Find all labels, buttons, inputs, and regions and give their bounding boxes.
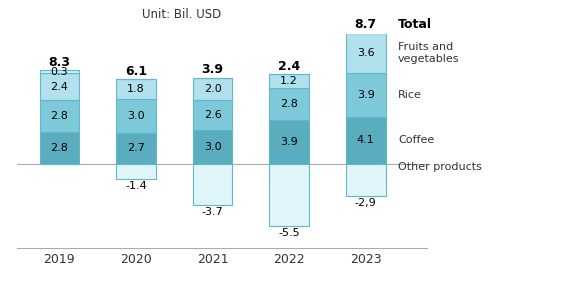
Text: 2.4: 2.4 xyxy=(278,60,300,73)
Bar xyxy=(346,117,385,164)
Text: 2.8: 2.8 xyxy=(51,111,68,121)
Text: Fruits and
vegetables: Fruits and vegetables xyxy=(398,42,459,64)
Text: 2.8: 2.8 xyxy=(51,143,68,153)
Text: 2.7: 2.7 xyxy=(127,143,145,153)
Bar xyxy=(193,164,233,205)
Bar xyxy=(269,74,309,88)
Text: 3.9: 3.9 xyxy=(201,63,223,76)
Text: Coffee: Coffee xyxy=(398,135,434,146)
Text: 2.0: 2.0 xyxy=(204,84,222,94)
Bar xyxy=(39,70,79,73)
Text: 3.9: 3.9 xyxy=(357,90,374,100)
Text: 3.0: 3.0 xyxy=(204,142,222,152)
Text: 1.2: 1.2 xyxy=(280,76,298,86)
Bar xyxy=(116,79,156,99)
Text: 1.8: 1.8 xyxy=(127,84,145,94)
Text: 2.4: 2.4 xyxy=(51,82,68,92)
Bar xyxy=(269,164,309,226)
Bar xyxy=(346,33,385,73)
Text: 8.3: 8.3 xyxy=(48,56,70,69)
Text: 2.8: 2.8 xyxy=(280,99,298,109)
Text: 3.6: 3.6 xyxy=(357,48,374,58)
Bar xyxy=(193,78,233,100)
Bar xyxy=(116,99,156,133)
Bar xyxy=(39,132,79,164)
Bar xyxy=(193,100,233,130)
Text: 8.7: 8.7 xyxy=(355,18,377,31)
Bar xyxy=(116,133,156,164)
Text: Total: Total xyxy=(398,18,432,31)
Text: 2.6: 2.6 xyxy=(204,110,222,120)
Text: -3.7: -3.7 xyxy=(202,207,223,217)
Bar xyxy=(269,88,309,120)
Text: 3.0: 3.0 xyxy=(127,111,145,121)
Text: 4.1: 4.1 xyxy=(357,135,374,146)
Text: Rice: Rice xyxy=(398,90,422,100)
Text: 6.1: 6.1 xyxy=(125,65,147,78)
Bar xyxy=(193,130,233,164)
Text: 0.3: 0.3 xyxy=(51,67,68,77)
Bar xyxy=(39,100,79,132)
Bar xyxy=(39,73,79,100)
Bar xyxy=(116,164,156,179)
Text: Other products: Other products xyxy=(398,162,482,172)
Text: -1.4: -1.4 xyxy=(125,181,147,191)
Bar xyxy=(269,120,309,164)
Text: -5.5: -5.5 xyxy=(278,228,300,238)
Text: -2,9: -2,9 xyxy=(355,198,377,208)
Text: 3.9: 3.9 xyxy=(280,136,298,147)
Bar xyxy=(346,164,385,196)
Bar xyxy=(346,73,385,117)
Text: Unit: Bil. USD: Unit: Bil. USD xyxy=(141,8,221,21)
